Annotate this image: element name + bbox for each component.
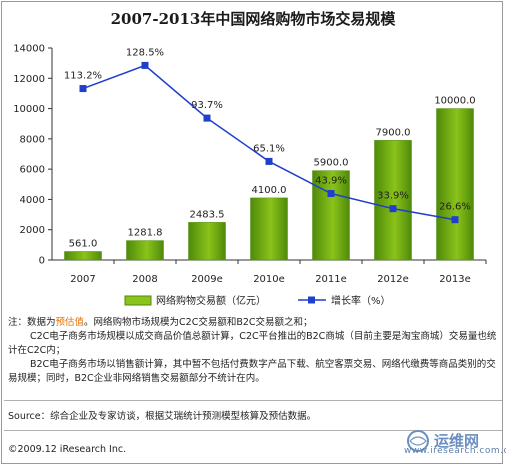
- growth-line: [79, 61, 459, 224]
- growth-rate-labels: 113.2% 128.5% 93.7% 65.1% 43.9% 33.9% 26.6%: [64, 47, 471, 212]
- note-line1-rest: 。网络购物市场规模为C2C交易额和B2C交易额之和；: [84, 317, 313, 328]
- bar-value-labels: 561.0 1281.8 2483.5 4100.0 5900.0 7900.0 10000…: [69, 96, 476, 250]
- separator-top: [4, 400, 502, 401]
- bar: [64, 251, 102, 261]
- y-tick-label: 12000: [13, 74, 45, 85]
- y-tick-label: 4000: [20, 195, 45, 206]
- growth-point: [389, 205, 397, 213]
- bar-value-label: 4100.0: [252, 185, 287, 196]
- growth-point: [79, 85, 87, 93]
- copyright-text: ©2009.12 iResearch Inc.: [8, 444, 127, 455]
- x-tick-label: 2011e: [315, 274, 347, 285]
- growth-point: [451, 216, 459, 224]
- y-tick-label: 6000: [20, 165, 45, 176]
- bar: [188, 222, 226, 261]
- y-tick-label: 8000: [20, 134, 45, 145]
- legend-bar-label: 网络购物交易额（亿元）: [156, 294, 266, 307]
- growth-rate-label: 113.2%: [64, 71, 102, 82]
- growth-rate-label: 65.1%: [253, 143, 285, 154]
- growth-rate-label: 33.9%: [377, 191, 409, 202]
- growth-point: [327, 190, 335, 198]
- bar-value-label: 2483.5: [190, 209, 225, 220]
- note-line-1: 注：数据为预估值。网络购物市场规模为C2C交易额和B2C交易额之和；: [8, 316, 498, 330]
- growth-rate-label: 93.7%: [191, 100, 223, 111]
- bar: [250, 197, 288, 261]
- x-tick-label: 2008: [132, 274, 157, 285]
- legend-line-label: 增长率（%）: [331, 294, 391, 307]
- bar-value-label: 7900.0: [376, 127, 411, 138]
- watermark-text: 运维网: [434, 432, 479, 450]
- growth-rate-label: 26.6%: [439, 202, 471, 213]
- chart-title: 2007-2013年中国网络购物市场交易规模: [110, 10, 396, 28]
- bar: [312, 170, 350, 261]
- note-highlight: 预估值: [55, 317, 85, 328]
- watermark-globe-icon: [407, 430, 429, 452]
- watermark-logo: 运维网: [407, 430, 479, 452]
- chart-svg: 0 2000 4000 6000 8000 10000 12000 14000 561.0 12…: [13, 44, 487, 307]
- legend: 网络购物交易额（亿元） 增长率（%）: [124, 294, 391, 307]
- bar-value-label: 5900.0: [314, 158, 349, 169]
- y-tick-label: 0: [39, 256, 45, 267]
- growth-point: [265, 157, 273, 165]
- x-tick-label: 2012e: [377, 274, 409, 285]
- growth-point: [203, 114, 211, 122]
- legend-bar-swatch: [124, 295, 152, 306]
- y-tick-label: 2000: [20, 225, 45, 236]
- growth-rate-label: 43.9%: [315, 176, 347, 187]
- bar-value-label: 10000.0: [434, 96, 475, 107]
- source-text: Source：综合企业及专家访谈，根据艾瑞统计预测模型核算及预估数据。: [8, 411, 317, 422]
- note-prefix: 注：数据为: [8, 317, 56, 328]
- bar-value-label: 1281.8: [128, 228, 163, 239]
- separator-bottom: [4, 430, 502, 431]
- bar: [126, 240, 164, 261]
- bar-value-label: 561.0: [69, 239, 98, 250]
- note-line-2: C2C电子商务市场规模以成交商品价值总额计算，C2C平台推出的B2C商城（目前主…: [8, 331, 497, 356]
- watermark-url: www.iresearch.com.cn: [404, 446, 506, 456]
- y-tick-label: 10000: [13, 104, 45, 115]
- x-tick-label: 2010e: [253, 274, 285, 285]
- bars: [64, 108, 474, 261]
- x-tick-label: 2009e: [191, 274, 223, 285]
- x-tick-label: 2013e: [439, 274, 471, 285]
- growth-rate-label: 128.5%: [126, 47, 164, 58]
- legend-line-marker: [308, 296, 315, 304]
- x-axis-ticks: 2007 2008 2009e 2010e 2011e 2012e 2013e: [70, 260, 487, 285]
- y-axis-ticks: 0 2000 4000 6000 8000 10000 12000 14000: [13, 44, 52, 267]
- notes: 注：数据为预估值。网络购物市场规模为C2C交易额和B2C交易额之和； C2C电子…: [8, 316, 498, 386]
- growth-point: [141, 61, 149, 69]
- bar: [374, 140, 412, 261]
- bar: [436, 108, 474, 261]
- note-line-3: B2C电子商务市场以销售额计算，其中暂不包括付费数字产品下载、航空客票交易、网络…: [8, 359, 496, 384]
- y-tick-label: 14000: [13, 44, 45, 55]
- x-tick-label: 2007: [70, 274, 95, 285]
